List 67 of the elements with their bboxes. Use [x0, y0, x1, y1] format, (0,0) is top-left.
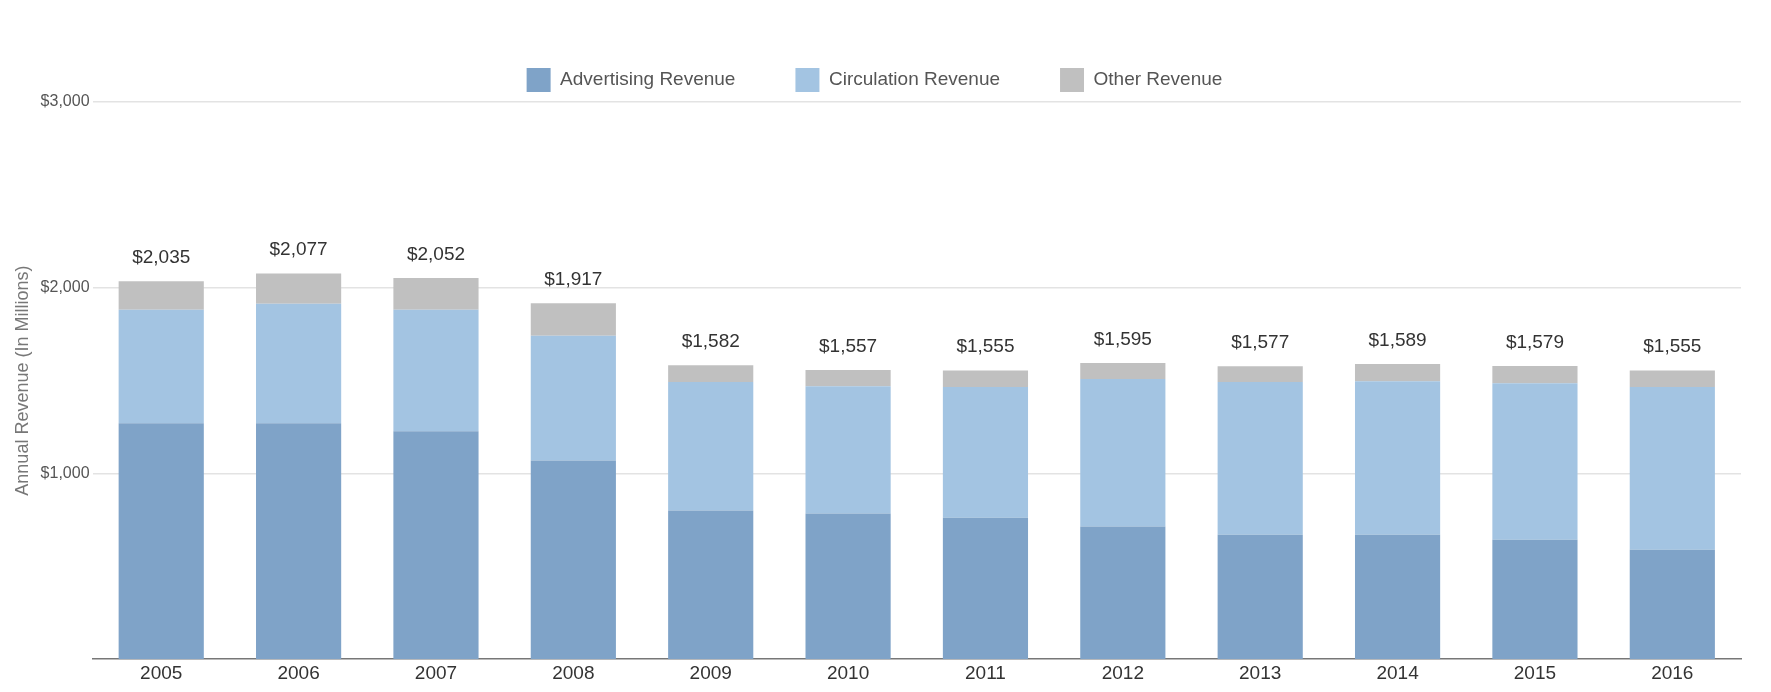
x-tick-label: 2005 — [140, 661, 183, 683]
bar — [393, 278, 479, 310]
bar — [530, 335, 616, 461]
x-tick-label: 2008 — [552, 661, 595, 683]
bar — [118, 281, 204, 310]
bar — [805, 513, 891, 660]
bar — [1492, 365, 1578, 384]
bar — [1354, 381, 1441, 535]
x-tick-label: 2010 — [826, 661, 870, 683]
total-label: $1,555 — [1643, 335, 1702, 357]
total-label: $1,917 — [544, 267, 603, 289]
bar — [530, 303, 616, 336]
y-axis-title: Annual Revenue (In Millions) — [11, 265, 32, 496]
total-label: $1,582 — [681, 330, 740, 352]
bar — [393, 309, 479, 432]
x-tick-label: 2013 — [1239, 661, 1282, 683]
bar — [1217, 534, 1303, 660]
legend-label: Advertising Revenue — [560, 68, 736, 90]
x-tick-label: 2011 — [965, 661, 1006, 683]
bar — [805, 386, 891, 514]
bar — [393, 431, 479, 660]
x-tick-label: 2015 — [1513, 661, 1557, 683]
bar — [256, 303, 342, 424]
bar — [256, 273, 342, 304]
bar — [942, 387, 1029, 518]
bar — [256, 423, 342, 660]
x-tick-label: 2012 — [1101, 661, 1144, 683]
bar — [118, 309, 204, 424]
bar — [1492, 539, 1578, 660]
y-tick-label: $2,000 — [40, 278, 90, 296]
total-label: $1,557 — [819, 334, 878, 356]
x-tick-label: 2014 — [1376, 661, 1420, 683]
bar — [1354, 534, 1441, 660]
total-label: $2,052 — [406, 242, 466, 264]
total-label: $1,555 — [956, 335, 1015, 357]
bar — [1080, 379, 1166, 527]
x-tick-label: 2016 — [1651, 661, 1694, 683]
bar — [1629, 370, 1715, 388]
total-label: $2,035 — [132, 245, 191, 267]
bar — [1492, 383, 1578, 540]
total-label: $1,595 — [1093, 327, 1152, 349]
legend-label: Other Revenue — [1093, 68, 1223, 90]
total-label: $1,577 — [1231, 331, 1290, 353]
bar — [668, 382, 754, 511]
y-tick-label: $1,000 — [40, 463, 90, 481]
bar — [530, 460, 616, 660]
x-tick-label: 2006 — [277, 661, 320, 683]
bar — [668, 510, 754, 660]
total-label: $1,579 — [1505, 330, 1564, 352]
bar — [118, 423, 204, 660]
bar — [1217, 382, 1303, 535]
bar — [942, 370, 1029, 388]
x-tick-label: 2009 — [689, 661, 732, 683]
legend-label: Circulation Revenue — [828, 68, 1001, 90]
bar — [1629, 549, 1715, 660]
x-tick-label: 2007 — [414, 661, 458, 683]
bar — [668, 365, 754, 383]
y-tick-label: $3,000 — [40, 92, 90, 110]
total-label: $2,077 — [269, 238, 328, 260]
total-label: $1,589 — [1368, 328, 1427, 350]
bar — [942, 517, 1029, 660]
bar — [1629, 387, 1715, 550]
bar — [1354, 364, 1441, 382]
bar — [805, 370, 891, 387]
bar — [1080, 362, 1166, 380]
bar — [1217, 366, 1303, 383]
bar — [1080, 526, 1166, 660]
